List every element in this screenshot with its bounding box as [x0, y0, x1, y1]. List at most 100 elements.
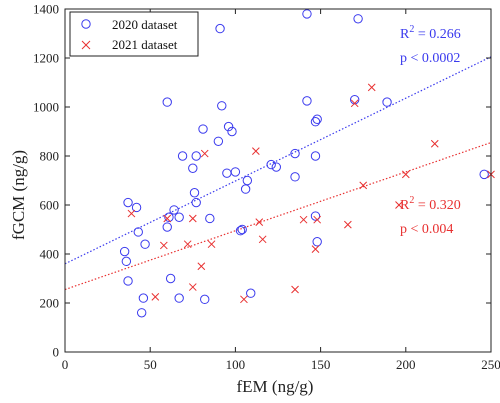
data-point-2020	[266, 159, 276, 170]
data-point-2021	[313, 215, 322, 224]
data-point-2021	[200, 149, 209, 158]
data-point-2020	[131, 202, 142, 213]
data-point-2020	[174, 212, 184, 222]
x-tick-label: 100	[226, 357, 246, 372]
data-point-2020	[136, 308, 147, 318]
data-point-2021	[344, 220, 352, 229]
data-point-2021	[159, 241, 168, 250]
data-point-2021	[197, 262, 206, 271]
data-point-2020	[217, 101, 227, 111]
data-point-2020	[310, 117, 321, 127]
data-point-2020	[246, 288, 256, 298]
fit-line-2021	[64, 141, 492, 291]
data-point-2021	[367, 83, 376, 92]
data-point-2020	[353, 14, 363, 24]
data-point-2020	[235, 226, 246, 236]
data-point-2021	[151, 293, 160, 301]
y-tick-label: 800	[40, 149, 60, 164]
data-point-2020	[290, 172, 300, 182]
data-point-2021	[350, 99, 359, 108]
data-point-2020	[123, 276, 133, 286]
data-point-2021	[311, 245, 320, 253]
data-point-2020	[138, 293, 149, 303]
data-point-2020	[237, 224, 247, 235]
legend-label-2020: 2020 dataset	[112, 17, 178, 32]
fit-lines	[64, 56, 492, 291]
data-point-2021	[251, 147, 260, 155]
y-axis-label: fGCM (ng/g)	[9, 150, 28, 240]
data-point-2020	[169, 205, 179, 215]
legend-box	[69, 11, 199, 57]
data-point-2020	[188, 163, 198, 173]
data-point-2020	[302, 9, 312, 19]
y-tick-label: 1400	[33, 2, 59, 17]
data-point-2020	[290, 148, 300, 159]
data-point-2020	[223, 121, 234, 132]
data-point-2021	[359, 181, 368, 190]
plot-frame	[64, 8, 492, 353]
data-point-2020	[133, 227, 143, 237]
data-point-2020	[310, 151, 321, 161]
data-point-2020	[242, 175, 253, 186]
data-point-2020	[222, 168, 232, 178]
data-point-2021	[240, 295, 248, 304]
data-point-2020	[312, 237, 322, 247]
axes: 0 50 100 150 200 250 0 200 400 600 800 1000 1200 1400	[33, 2, 500, 373]
data-point-2020	[164, 212, 174, 222]
data-point-2020	[140, 239, 150, 249]
data-point-2020	[123, 197, 133, 208]
data-point-2021	[395, 201, 403, 209]
x-axis-label: fEM (ng/g)	[237, 377, 314, 396]
y-tick-label: 400	[40, 247, 60, 262]
data-point-2020	[177, 151, 188, 161]
x-tick-label: 0	[62, 357, 69, 372]
x-tick-label: 50	[144, 357, 157, 372]
data-point-2020	[189, 188, 200, 198]
data-point-2020	[382, 97, 392, 107]
data-point-2020	[198, 124, 208, 134]
data-point-2021	[299, 215, 308, 224]
data-point-2020	[227, 126, 237, 137]
data-point-2020	[165, 273, 176, 284]
y-tick-label: 200	[40, 296, 60, 311]
data-point-2021	[188, 283, 197, 291]
annotation-2021: R2 = 0.320 p < 0.004	[400, 195, 461, 237]
legend-marker-2021	[81, 40, 91, 50]
data-point-2020	[215, 23, 225, 34]
data-point-2020	[213, 136, 224, 147]
data-point-2021	[207, 240, 216, 249]
data-point-2021	[430, 139, 439, 148]
data-point-2020	[121, 256, 132, 267]
legend-label-2021: 2021 dataset	[112, 37, 178, 52]
data-point-2020	[240, 184, 251, 194]
data-point-2020	[230, 167, 241, 177]
y-tick-label: 600	[40, 198, 60, 213]
x-tick-label: 250	[481, 357, 500, 372]
r2-annotation-2020: R2 = 0.266	[400, 24, 461, 42]
p-annotation-2020: p < 0.0002	[400, 51, 460, 66]
legend-marker-2020	[81, 19, 91, 29]
data-point-2020	[162, 222, 172, 232]
data-point-2021	[163, 214, 172, 223]
data-point-2020	[200, 294, 210, 305]
data-point-2020	[310, 211, 321, 221]
data-point-2021	[258, 235, 267, 244]
data-point-2021	[401, 170, 410, 179]
x-tick-label: 200	[396, 357, 416, 372]
r2-annotation-2021: R2 = 0.320	[400, 195, 461, 213]
y-tick-label: 1000	[33, 100, 59, 115]
data-point-2021	[183, 240, 192, 249]
data-point-2020	[191, 197, 201, 208]
p-annotation-2021: p < 0.004	[400, 222, 453, 237]
data-point-2020	[191, 151, 201, 161]
legend: 2020 dataset 2021 dataset	[69, 11, 199, 57]
data-point-2021	[255, 218, 264, 227]
data-point-2020	[119, 246, 130, 257]
data-point-2020	[312, 114, 322, 124]
data-point-2020	[174, 293, 184, 303]
y-tick-label: 1200	[33, 51, 59, 66]
x-tick-label: 150	[311, 357, 331, 372]
annotation-2020: R2 = 0.266 p < 0.0002	[400, 24, 461, 66]
data-point-2020	[302, 96, 312, 106]
